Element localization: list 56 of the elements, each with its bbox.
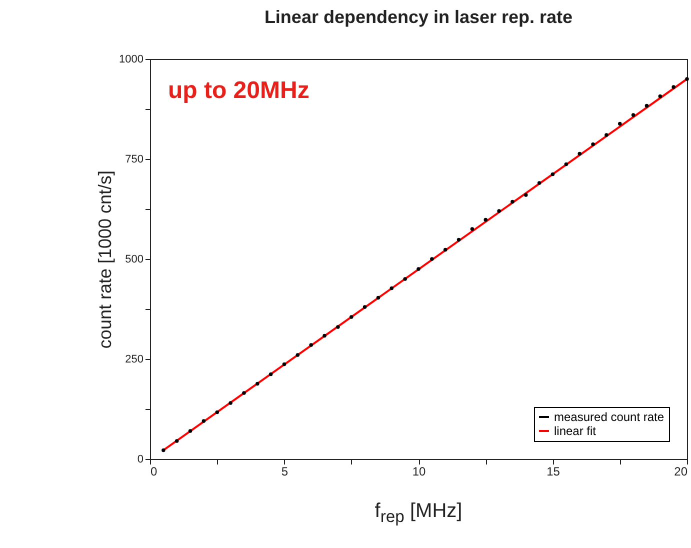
- point: [376, 296, 380, 300]
- y-tick-label: 1000: [119, 54, 144, 66]
- legend-label: linear fit: [554, 424, 597, 438]
- point: [456, 238, 461, 242]
- point: [604, 133, 608, 137]
- x-tick-label: 20: [674, 464, 688, 478]
- point: [537, 181, 542, 185]
- point: [162, 448, 166, 452]
- point: [430, 257, 434, 261]
- point: [672, 85, 676, 89]
- x-tick-label: 0: [150, 464, 158, 478]
- x-tick-label: 5: [281, 464, 288, 478]
- point: [618, 122, 622, 126]
- point: [470, 227, 474, 231]
- point: [443, 248, 448, 252]
- x-axis-title: f$_{rep}$ [MHz]: [374, 500, 464, 527]
- x-tick-label: 15: [546, 464, 560, 478]
- legend-label: measured count rate: [554, 410, 664, 424]
- y-tick-label: 0: [137, 454, 144, 466]
- point: [685, 77, 689, 81]
- point: [416, 267, 420, 271]
- point: [256, 382, 260, 386]
- point: [350, 315, 354, 319]
- point: [282, 362, 286, 366]
- point: [658, 94, 662, 98]
- y-tick-label: 250: [125, 354, 144, 366]
- point: [228, 401, 232, 405]
- y-tick-label: 750: [125, 154, 144, 166]
- point: [242, 391, 246, 395]
- point: [390, 286, 394, 290]
- point: [336, 325, 340, 329]
- point: [484, 218, 488, 222]
- x-tick-label: 10: [412, 464, 426, 478]
- y-axis-title: count rate [1000 cnt/s]: [95, 170, 116, 349]
- point: [578, 152, 582, 156]
- point: [202, 419, 206, 423]
- point: [188, 429, 192, 433]
- point: [215, 410, 219, 414]
- point: [296, 353, 300, 357]
- point: [510, 200, 514, 204]
- point: [524, 193, 528, 197]
- point: [322, 334, 326, 338]
- point: [403, 277, 407, 281]
- point: [497, 209, 501, 213]
- point: [550, 172, 555, 176]
- point: [644, 104, 649, 108]
- point: [362, 305, 367, 309]
- y-tick-label: 500: [125, 254, 144, 266]
- point: [174, 439, 179, 443]
- chart-title: Linear dependency in laser rep. rate: [264, 7, 573, 27]
- point: [631, 113, 636, 117]
- point: [564, 162, 568, 166]
- point: [268, 372, 273, 376]
- point: [591, 142, 595, 146]
- point: [309, 343, 313, 347]
- annotation: up to 20MHz: [168, 77, 310, 104]
